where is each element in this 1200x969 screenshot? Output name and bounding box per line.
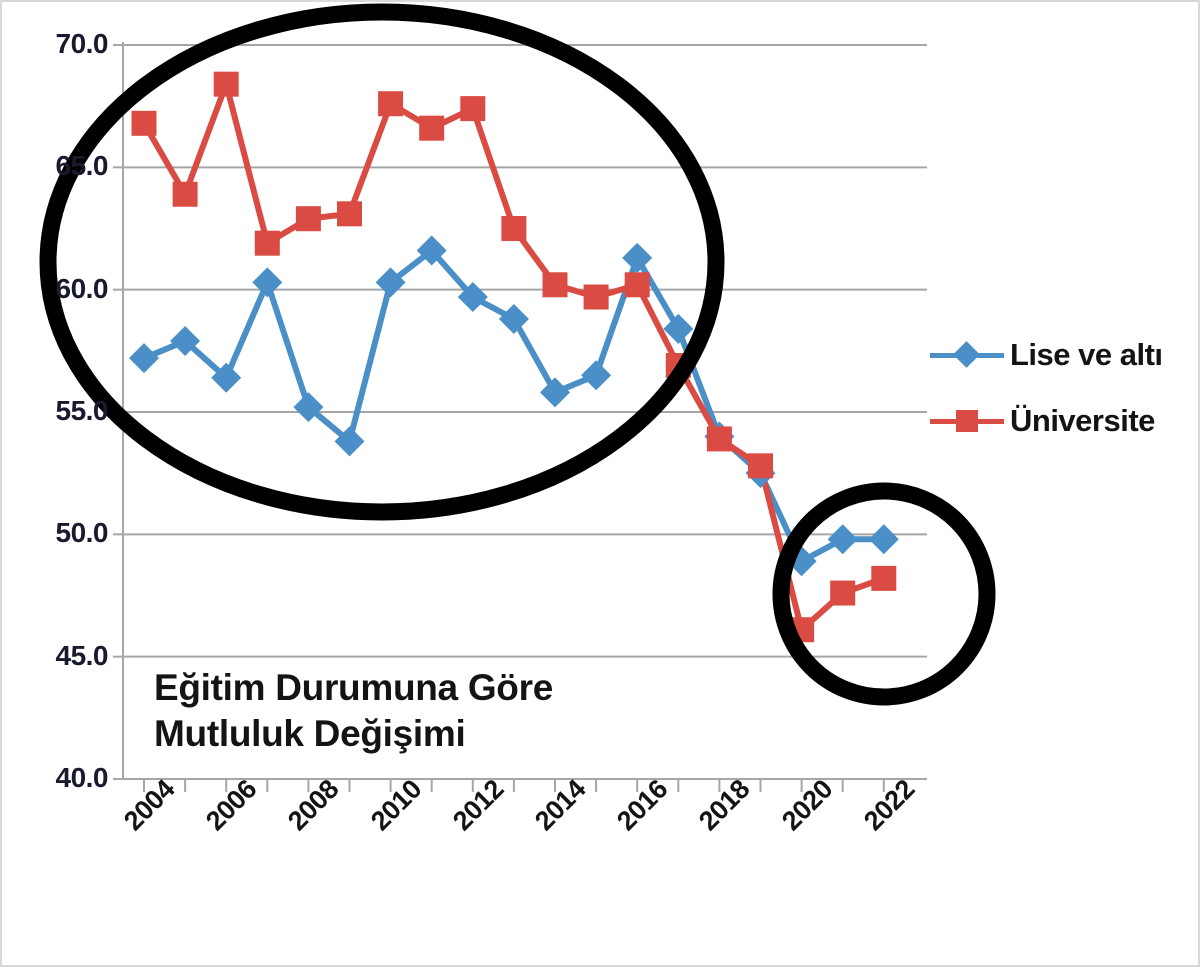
data-point-marker bbox=[542, 272, 568, 298]
data-point-marker bbox=[129, 343, 159, 374]
y-tick-label-45.0: 45.0 bbox=[55, 639, 109, 671]
data-point-marker bbox=[748, 453, 773, 479]
y-tick-label-65.0: 65.0 bbox=[55, 150, 109, 182]
data-point-marker bbox=[706, 426, 732, 452]
data-point-marker bbox=[170, 326, 201, 357]
y-tick-label-60.0: 60.0 bbox=[55, 272, 109, 304]
data-point-marker bbox=[213, 71, 239, 97]
highlight-circle-pandemic-period bbox=[772, 482, 996, 706]
data-point-marker bbox=[252, 267, 283, 298]
legend-label-lise-ve-alti: Lise ve altı bbox=[1010, 337, 1163, 372]
y-tick-label-70.0: 70.0 bbox=[55, 28, 109, 59]
legend-item-lise-ve-alti[interactable]: Lise ve altı bbox=[930, 322, 1198, 388]
legend-label-universite: Üniversite bbox=[1010, 403, 1155, 438]
data-point-marker bbox=[293, 392, 324, 423]
data-point-marker bbox=[211, 362, 242, 393]
data-point-marker bbox=[498, 304, 529, 335]
data-point-marker bbox=[663, 313, 694, 344]
series-line-universite bbox=[141, 81, 887, 633]
data-point-marker bbox=[622, 242, 653, 273]
data-point-marker bbox=[375, 267, 406, 298]
data-point-marker bbox=[172, 181, 198, 207]
y-tick-label-40.0: 40.0 bbox=[55, 762, 109, 793]
data-point-marker bbox=[583, 284, 609, 310]
data-point-marker bbox=[295, 206, 321, 232]
diamond-marker-icon bbox=[953, 341, 980, 368]
data-point-marker bbox=[378, 91, 404, 117]
data-point-marker bbox=[416, 235, 447, 266]
legend-swatch-blue bbox=[930, 340, 1004, 370]
chart-title-line-2: Mutluluk Değişimi bbox=[154, 713, 466, 755]
data-point-marker bbox=[830, 580, 856, 606]
data-point-marker bbox=[868, 524, 899, 555]
data-point-marker bbox=[337, 201, 362, 227]
data-point-marker bbox=[624, 272, 650, 298]
data-point-marker bbox=[460, 96, 486, 122]
square-marker-icon bbox=[956, 410, 978, 432]
data-point-marker bbox=[254, 230, 280, 256]
data-point-marker bbox=[871, 565, 897, 591]
highlight-ellipse-early-period bbox=[39, 3, 725, 521]
legend-swatch-red bbox=[930, 406, 1004, 436]
data-point-marker bbox=[827, 524, 858, 555]
data-point-marker bbox=[334, 426, 365, 457]
data-point-marker bbox=[457, 282, 488, 313]
data-point-marker bbox=[581, 360, 612, 391]
data-point-marker bbox=[501, 216, 527, 241]
data-point-marker bbox=[540, 377, 570, 408]
chart-title-line-1: Eğitim Durumuna Göre bbox=[154, 667, 553, 708]
y-tick-label-50.0: 50.0 bbox=[55, 517, 109, 549]
y-tick-label-55.0: 55.0 bbox=[55, 395, 109, 426]
legend-item-universite[interactable]: Üniversite bbox=[930, 388, 1198, 454]
chart-title: Eğitim Durumuna Göre Mutluluk Değişimi bbox=[154, 665, 553, 758]
data-point-marker bbox=[131, 110, 157, 136]
data-point-marker bbox=[419, 115, 445, 141]
chart-legend: Lise ve altı Üniversite bbox=[930, 322, 1198, 454]
